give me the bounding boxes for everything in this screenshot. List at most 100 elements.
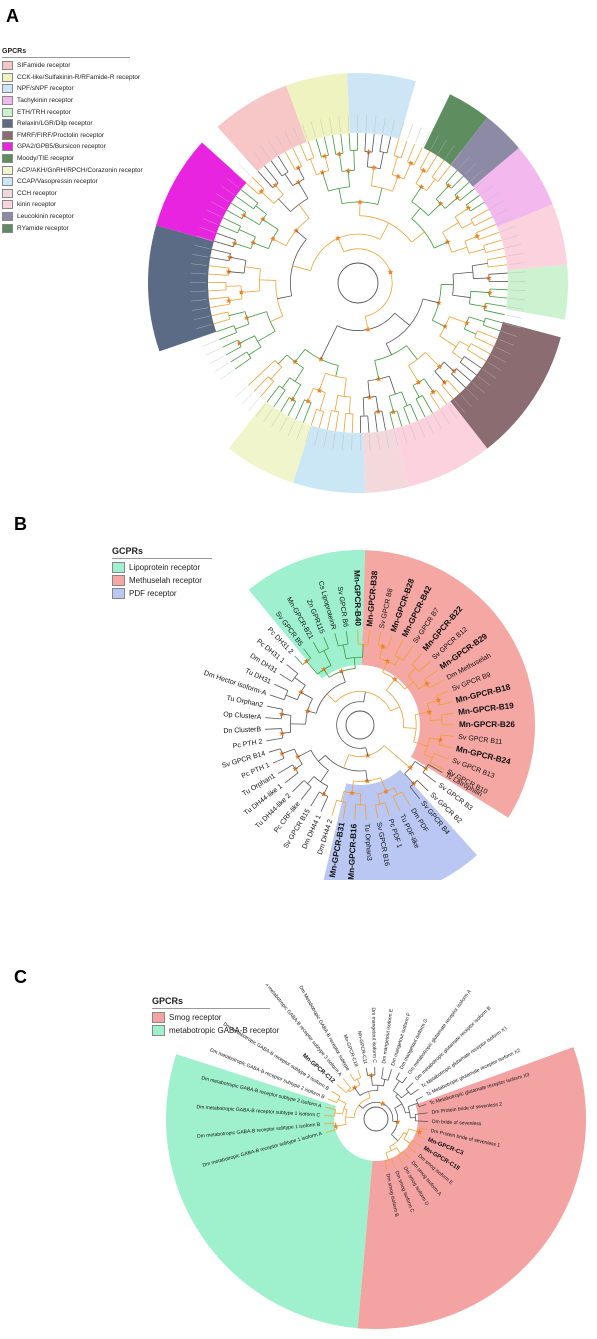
tree-branch xyxy=(410,404,418,421)
tree-branch xyxy=(340,133,344,154)
tree-branch xyxy=(261,191,275,204)
tree-branch xyxy=(324,1122,336,1125)
tree-branch xyxy=(459,340,470,348)
tree-branch xyxy=(318,411,324,428)
tree-branch xyxy=(423,378,434,393)
tree-branch xyxy=(235,323,250,330)
tree-branch xyxy=(230,202,246,213)
leaf-label-stub xyxy=(447,405,458,419)
leaf-label-stub xyxy=(279,417,288,432)
tree-branch xyxy=(452,294,471,298)
tree-branch xyxy=(351,781,354,793)
tree-branch xyxy=(342,1078,352,1089)
tree-branch xyxy=(377,632,382,646)
tree-branch xyxy=(464,356,482,369)
leaf-label: Pc PTH 2 xyxy=(232,738,263,750)
tree-branch xyxy=(295,230,307,240)
tree-branch xyxy=(392,1080,400,1091)
tree-branch xyxy=(324,1115,335,1117)
tree-branch xyxy=(439,701,453,706)
leaf-label-stub xyxy=(190,290,207,292)
tree-branch xyxy=(451,246,468,253)
tree-branch xyxy=(264,165,279,184)
tree-branch xyxy=(294,677,306,686)
tree-branch xyxy=(374,805,379,819)
tree-branch xyxy=(289,715,292,733)
leaf-label-stub xyxy=(454,400,465,413)
panel-c-tree: Dm smog isoform BDm smog isoform CDm smo… xyxy=(166,984,586,1329)
tree-branch xyxy=(310,233,381,271)
tree-branch xyxy=(307,710,317,714)
tree-branch xyxy=(424,669,438,681)
tree-branch xyxy=(426,179,436,191)
legend-swatch xyxy=(2,165,13,175)
tree-branch xyxy=(320,796,329,812)
tree-branch xyxy=(489,295,508,299)
tree-branch xyxy=(431,159,445,178)
clade-sector xyxy=(228,401,312,483)
tree-branch xyxy=(209,303,230,308)
leaf-label-stub xyxy=(499,339,515,346)
tree-branch xyxy=(348,133,351,151)
node-star xyxy=(225,268,232,275)
leaf-label-stub xyxy=(255,403,266,417)
tree-branch xyxy=(300,691,313,700)
tree-branch xyxy=(342,644,347,659)
tree-branch xyxy=(307,388,314,402)
tree-branch xyxy=(452,340,460,353)
node-star xyxy=(304,707,311,714)
tree-branch xyxy=(278,764,293,774)
tree-branch xyxy=(474,216,493,227)
tree-branch xyxy=(269,694,285,701)
tree-branch xyxy=(475,224,497,234)
tree-branch xyxy=(331,410,339,413)
legend-item: Methuselah receptor xyxy=(112,574,212,587)
tree-branch xyxy=(345,1087,352,1093)
tree-branch xyxy=(343,1108,348,1111)
tree-branch xyxy=(235,195,254,210)
tree-branch xyxy=(418,660,431,672)
leaf-label-stub xyxy=(451,150,463,164)
tree-root xyxy=(337,262,379,304)
tree-branch xyxy=(281,732,291,734)
tree-branch xyxy=(337,238,345,252)
tree-branch xyxy=(379,152,384,169)
tree-branch xyxy=(374,360,380,380)
tree-branch xyxy=(467,349,487,362)
leaf-label: Mn-GPCR-B40 xyxy=(352,570,362,627)
tree-branch xyxy=(401,391,408,406)
legend-item: Tachykinin receptor xyxy=(2,95,130,107)
legend-swatch xyxy=(112,588,125,599)
tree-branch xyxy=(470,343,491,355)
clade-sector-methuselah xyxy=(361,550,535,818)
tree-branch xyxy=(229,256,247,261)
legend-item: Lipoprotein receptor xyxy=(112,561,212,574)
leaf-label-stub xyxy=(332,433,336,450)
tree-branch xyxy=(292,384,302,400)
tree-branch xyxy=(416,780,429,792)
tree-branch xyxy=(260,381,274,398)
tree-branch xyxy=(272,757,285,764)
tree-branch xyxy=(340,791,345,802)
tree-branch xyxy=(429,393,441,410)
tree-branch xyxy=(449,316,467,324)
tree-branch xyxy=(392,796,401,812)
leaf-label-stub xyxy=(210,355,225,364)
leaf-label-stub xyxy=(302,124,308,140)
node-star xyxy=(278,711,285,717)
leaf-label-stub xyxy=(500,225,517,232)
tree-branch xyxy=(418,1104,427,1107)
tree-branch xyxy=(464,328,477,335)
tree-branch xyxy=(315,681,346,714)
leaf-label-stub xyxy=(271,413,280,428)
leaf-label-stub xyxy=(220,370,234,380)
tree-branch xyxy=(336,799,347,803)
leaf-label-stub xyxy=(507,253,524,257)
tree-branch xyxy=(435,389,447,405)
legend-label: CCH receptor xyxy=(17,189,57,197)
tree-branch xyxy=(332,135,337,155)
tree-branch xyxy=(400,141,408,159)
tree-branch xyxy=(243,215,260,226)
tree-branch xyxy=(318,755,326,762)
leaf-label-stub xyxy=(215,362,229,372)
